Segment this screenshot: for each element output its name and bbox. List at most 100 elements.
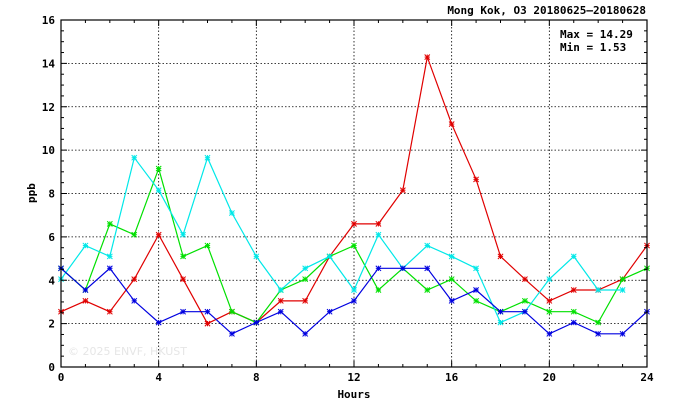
data-point xyxy=(180,276,187,283)
data-point xyxy=(228,330,235,337)
data-point xyxy=(424,242,431,249)
y-tick-label: 12 xyxy=(42,101,55,114)
y-tick-label: 14 xyxy=(42,57,56,70)
data-point xyxy=(448,276,455,283)
x-axis-label: Hours xyxy=(337,388,370,401)
chart-title: Mong Kok, O3 20180625—20180628 xyxy=(447,4,646,17)
data-point xyxy=(595,319,602,326)
data-point xyxy=(375,231,382,238)
data-point xyxy=(473,176,480,183)
x-tick-label: 8 xyxy=(253,371,260,384)
data-point xyxy=(131,231,138,238)
data-point xyxy=(497,319,504,326)
data-point xyxy=(155,319,162,326)
data-point xyxy=(155,231,162,238)
data-point xyxy=(351,297,357,304)
data-point xyxy=(106,265,113,272)
data-point xyxy=(277,287,284,293)
data-point xyxy=(521,308,528,315)
data-point xyxy=(131,297,138,304)
data-point xyxy=(131,276,138,283)
data-point xyxy=(106,308,113,315)
data-point xyxy=(570,319,577,326)
data-point xyxy=(424,265,431,272)
data-point xyxy=(570,253,577,260)
x-tick-label: 4 xyxy=(155,371,162,384)
data-point xyxy=(424,287,431,293)
data-point xyxy=(473,265,480,272)
data-point xyxy=(82,297,89,304)
y-axis-label: ppb xyxy=(25,183,38,203)
x-tick-label: 12 xyxy=(347,371,360,384)
data-point xyxy=(180,308,187,315)
data-point xyxy=(570,287,577,293)
y-tick-label: 6 xyxy=(48,231,55,244)
data-point xyxy=(351,287,357,293)
data-point xyxy=(448,121,455,128)
data-point xyxy=(277,308,284,315)
data-point xyxy=(82,242,89,249)
data-point xyxy=(399,265,406,272)
x-tick-label: 20 xyxy=(543,371,556,384)
data-point xyxy=(375,220,382,227)
y-tick-label: 0 xyxy=(48,361,55,374)
data-point xyxy=(448,253,455,260)
data-point xyxy=(424,54,431,61)
series-line xyxy=(60,156,623,324)
y-tick-label: 16 xyxy=(42,14,56,27)
data-point xyxy=(204,154,211,161)
data-point xyxy=(155,187,162,194)
data-point xyxy=(473,287,480,293)
data-point xyxy=(228,210,235,216)
series-0 xyxy=(58,54,650,327)
x-tick-label: 24 xyxy=(640,371,654,384)
data-point xyxy=(228,308,235,315)
data-point xyxy=(521,297,528,304)
data-point xyxy=(351,220,357,227)
data-point xyxy=(497,253,504,260)
data-point xyxy=(131,154,138,161)
data-point xyxy=(570,308,577,315)
data-point xyxy=(277,297,284,304)
data-point xyxy=(473,297,480,304)
data-point xyxy=(302,276,309,283)
data-point xyxy=(399,187,406,194)
data-point xyxy=(302,330,309,337)
data-point xyxy=(595,330,602,337)
data-point xyxy=(546,276,553,283)
min-stat: Min = 1.53 xyxy=(560,41,626,54)
x-tick-label: 16 xyxy=(445,371,459,384)
data-point xyxy=(351,242,357,249)
data-point xyxy=(106,220,113,227)
data-point xyxy=(375,287,382,293)
data-point xyxy=(619,276,626,283)
data-point xyxy=(180,231,187,238)
series-group xyxy=(58,54,650,337)
data-point xyxy=(253,319,260,326)
y-tick-label: 10 xyxy=(42,144,55,157)
data-point xyxy=(204,242,211,249)
data-point xyxy=(619,287,626,293)
data-point xyxy=(595,287,602,293)
data-point xyxy=(106,253,113,260)
data-point xyxy=(546,308,553,315)
watermark-text: © 2025 ENVF, HKUST xyxy=(68,345,187,358)
data-point xyxy=(326,253,333,260)
x-tick-label: 0 xyxy=(58,371,65,384)
y-tick-label: 2 xyxy=(48,318,55,331)
data-point xyxy=(253,253,260,260)
data-point xyxy=(546,330,553,337)
series-3 xyxy=(58,265,650,337)
data-point xyxy=(375,265,382,272)
data-point xyxy=(204,320,211,327)
max-stat: Max = 14.29 xyxy=(560,28,633,41)
data-point xyxy=(326,308,333,315)
y-tick-label: 4 xyxy=(48,274,55,287)
data-point xyxy=(546,297,553,304)
data-point xyxy=(82,287,89,293)
y-tick-label: 8 xyxy=(48,188,55,201)
data-point xyxy=(204,308,211,315)
data-point xyxy=(180,253,187,260)
